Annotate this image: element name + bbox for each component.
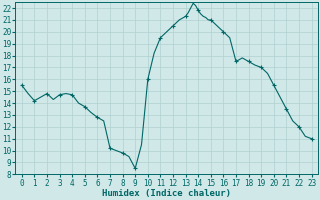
X-axis label: Humidex (Indice chaleur): Humidex (Indice chaleur) [102,189,231,198]
